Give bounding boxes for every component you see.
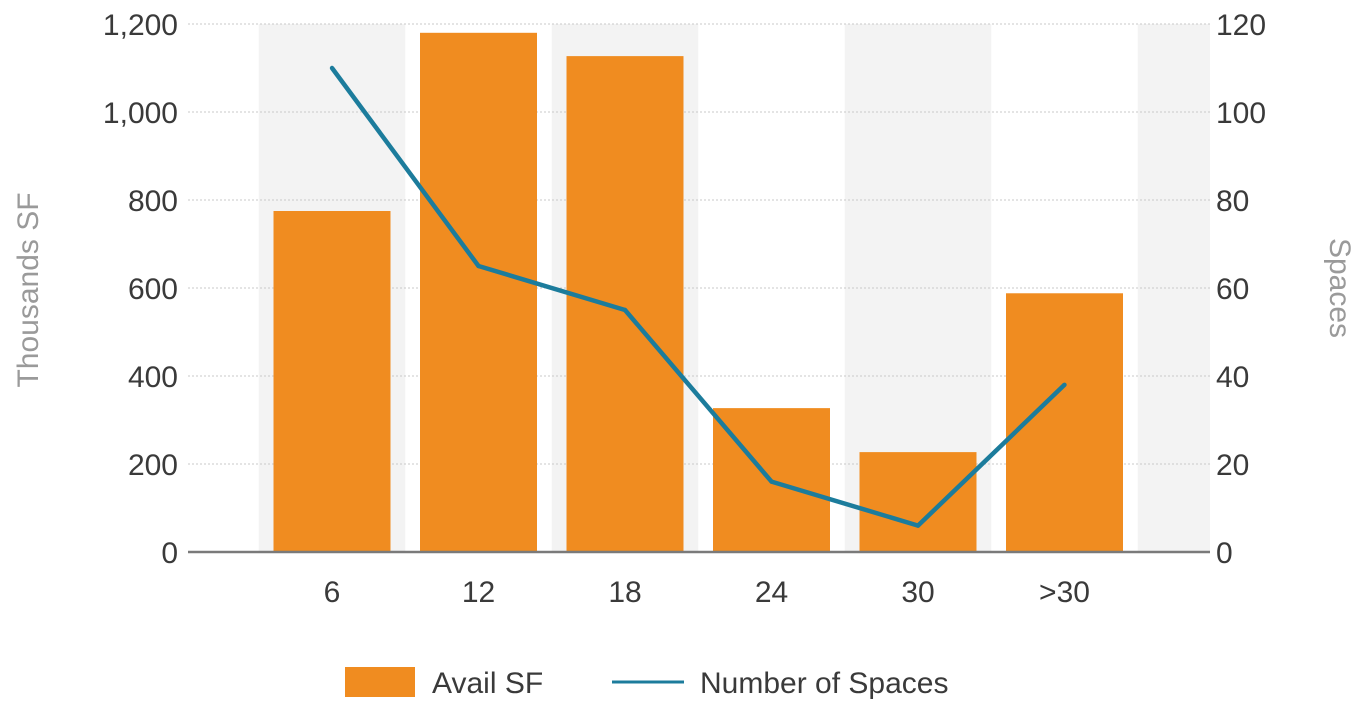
y-tick-right-100: 100: [1216, 97, 1266, 130]
y-tick-left-0: 0: [161, 537, 178, 570]
y-tick-right-120: 120: [1216, 9, 1266, 42]
y-tick-left-600: 600: [128, 273, 178, 306]
bar-series: [273, 32, 1123, 553]
bar-18: [566, 56, 684, 553]
line-series: [329, 65, 1067, 528]
y-axis-ticks-right: 0 20 40 60 80 100 120: [1216, 9, 1266, 570]
y-tick-left-200: 200: [128, 449, 178, 482]
y-tick-left-1-200: 1,200: [103, 9, 178, 42]
y-axis-title-left: Thousands SF: [12, 192, 45, 387]
legend-label-avail-sf: Avail SF: [432, 667, 543, 700]
line-point-6: [329, 65, 335, 71]
bar-30: [859, 452, 977, 552]
line-point-30: [1062, 382, 1067, 387]
line-number-of-spaces: [330, 66, 1067, 528]
x-tick-18: 18: [608, 576, 641, 609]
x-tick-30: 30: [901, 576, 934, 609]
y-tick-left-1-000: 1,000: [103, 97, 178, 130]
line-point-24: [769, 479, 774, 484]
y-tick-right-80: 80: [1216, 185, 1249, 218]
y-tick-right-20: 20: [1216, 449, 1249, 482]
line-point-18: [622, 307, 628, 313]
x-tick-6: 6: [324, 576, 341, 609]
legend-swatch-avail-sf: [345, 667, 415, 697]
line-point-30: [915, 523, 921, 528]
legend-label-number-of-spaces: Number of Spaces: [700, 667, 948, 700]
y-axis-ticks-left: 0 200 400 600 800 1,000 1,200: [103, 9, 178, 570]
line-point-12: [476, 263, 481, 269]
x-tick-12: 12: [462, 576, 495, 609]
y-axis-title-right: Spaces: [1323, 238, 1356, 338]
x-tick-24: 24: [755, 576, 788, 609]
x-axis-ticks: 6 12 18 24 30 >30: [324, 576, 1090, 609]
y-tick-left-400: 400: [128, 361, 178, 394]
y-tick-right-40: 40: [1216, 361, 1249, 394]
bar-6: [273, 211, 391, 552]
y-tick-right-0: 0: [1216, 537, 1233, 570]
y-tick-right-60: 60: [1216, 273, 1249, 306]
y-tick-left-800: 800: [128, 185, 178, 218]
bar-12: [420, 32, 537, 553]
x-tick-30: >30: [1039, 576, 1090, 609]
legend: Avail SF Number of Spaces: [345, 667, 948, 700]
